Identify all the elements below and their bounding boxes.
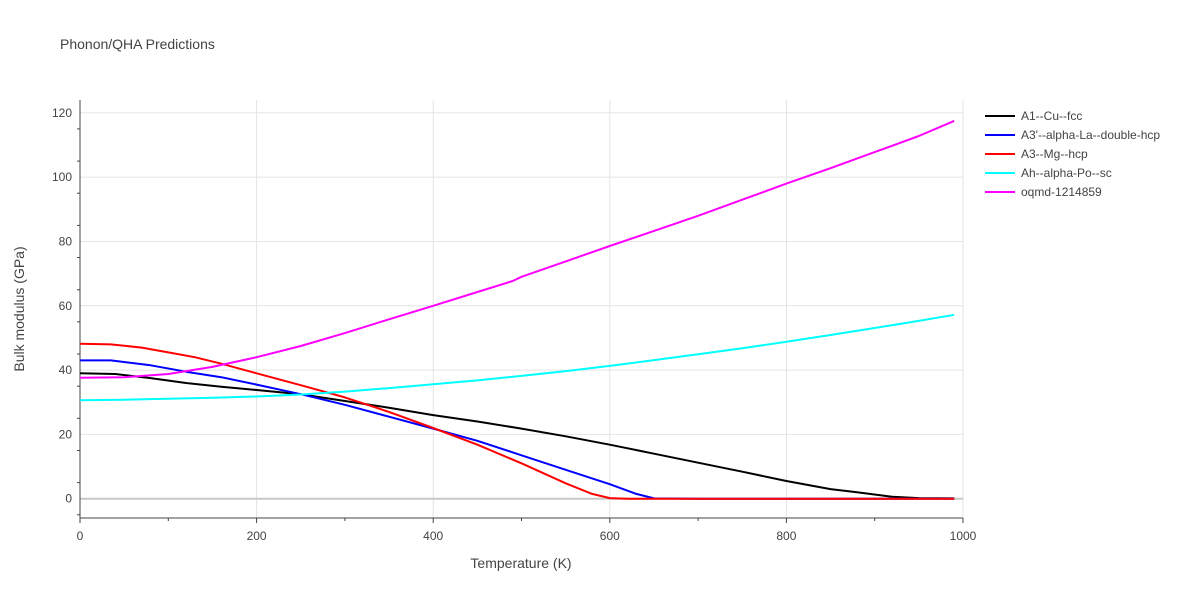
legend-swatch	[985, 114, 1015, 117]
legend-swatch	[985, 133, 1015, 136]
legend-label: A3--Mg--hcp	[1021, 146, 1088, 161]
legend-label: A1--Cu--fcc	[1021, 108, 1083, 123]
legend-swatch	[985, 152, 1015, 155]
series-lines	[79, 119, 955, 500]
x-axis-label: Temperature (K)	[470, 555, 571, 571]
series-line	[80, 359, 955, 500]
y-tick-label: 120	[52, 106, 72, 120]
legend-label: Ah--alpha-Po--sc	[1021, 165, 1112, 180]
x-tick-label: 1000	[950, 529, 977, 543]
y-tick-label: 100	[52, 170, 72, 184]
x-tick-label: 200	[247, 529, 267, 543]
x-tick-label: 600	[600, 529, 620, 543]
y-tick-label: 40	[59, 363, 73, 377]
series-line	[79, 313, 955, 402]
series-line	[79, 342, 955, 500]
x-tick-label: 0	[77, 529, 84, 543]
legend-label: oqmd-1214859	[1021, 184, 1102, 199]
legend-swatch	[985, 190, 1015, 193]
legend-item[interactable]: A3--Mg--hcp	[985, 144, 1160, 163]
x-tick-label: 400	[423, 529, 443, 543]
legend-label: A3'--alpha-La--double-hcp	[1021, 127, 1161, 142]
legend-item[interactable]: A3'--alpha-La--double-hcp	[985, 125, 1160, 144]
y-tick-label: 80	[59, 234, 73, 248]
y-tick-label: 0	[65, 492, 72, 506]
y-tick-label: 20	[59, 427, 73, 441]
legend-swatch	[985, 171, 1015, 174]
y-tick-label: 60	[59, 299, 73, 313]
series-line	[79, 372, 955, 500]
legend-item[interactable]: Ah--alpha-Po--sc	[985, 163, 1160, 182]
y-axis-label: Bulk modulus (GPa)	[11, 246, 27, 371]
chart-title: Phonon/QHA Predictions	[60, 36, 215, 52]
grid	[80, 100, 964, 518]
legend: A1--Cu--fcc A3'--alpha-La--double-hcp A3--…	[985, 106, 1160, 201]
legend-item[interactable]: oqmd-1214859	[985, 182, 1160, 201]
axes: 0 200 400 600 800 1000 0 20 40 60 80 100 120	[52, 100, 977, 543]
x-tick-label: 800	[776, 529, 796, 543]
legend-item[interactable]: A1--Cu--fcc	[985, 106, 1160, 125]
series-line	[79, 119, 955, 379]
